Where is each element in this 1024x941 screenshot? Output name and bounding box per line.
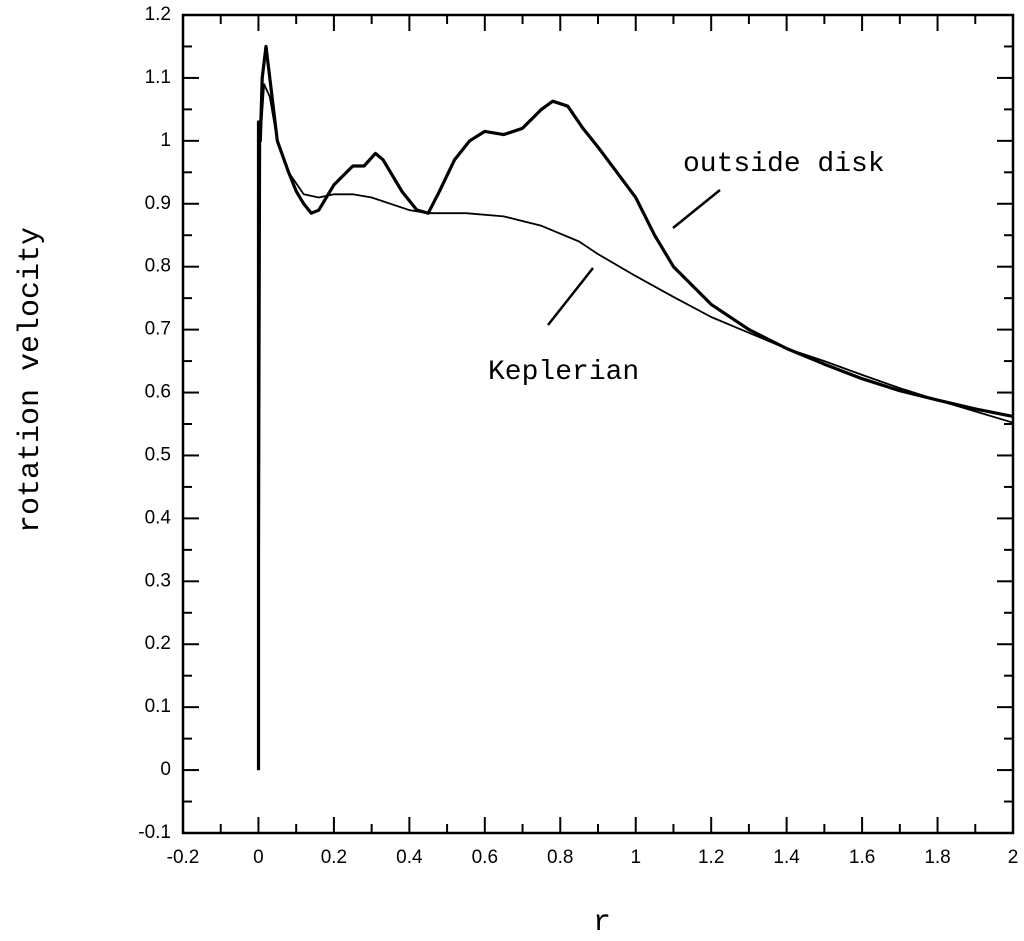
y-tick-label: 0.8 (145, 256, 171, 277)
x-tick-label: 1.4 (773, 847, 800, 868)
y-tick-label: 0.9 (145, 193, 171, 214)
x-tick-label: 0.6 (472, 847, 498, 868)
y-tick-label: 1 (160, 130, 171, 151)
plot-frame (181, 13, 1015, 835)
x-tick-label: 0.4 (396, 847, 423, 868)
y-tick-label: 0.7 (145, 319, 171, 340)
x-tick-label: 0.2 (321, 847, 347, 868)
x-tick-label: 2 (1008, 847, 1019, 868)
y-tick-label: 0 (160, 759, 171, 780)
x-tick-label: 1.2 (698, 847, 724, 868)
annotation-leader (547, 267, 594, 326)
y-tick-label: 0.2 (145, 633, 171, 654)
x-tick-label: 1.8 (924, 847, 950, 868)
annotation: outside disk (683, 149, 885, 180)
data-line (256, 44, 1014, 771)
y-tick-label: 0.4 (145, 507, 172, 528)
y-tick-label: 0.3 (145, 570, 171, 591)
y-axis-label: rotation velocity (14, 227, 48, 533)
annotation-leader (672, 189, 721, 229)
annotation: Keplerian (488, 357, 639, 388)
y-tick-label: 0.5 (145, 444, 171, 465)
x-tick-label: 0.8 (547, 847, 573, 868)
x-tick-label: 1.6 (849, 847, 875, 868)
x-axis-label: r (593, 906, 611, 940)
x-tick-label: 0 (253, 847, 264, 868)
data-line (257, 83, 1014, 771)
y-tick-label: 1.2 (145, 4, 171, 25)
y-tick-label: 1.1 (145, 67, 171, 88)
y-tick-label: 0.6 (145, 382, 171, 403)
x-tick-label: 1 (630, 847, 641, 868)
y-tick-label: -0.1 (138, 822, 171, 843)
x-tick-label: -0.2 (167, 847, 200, 868)
y-tick-label: 0.1 (145, 696, 171, 717)
